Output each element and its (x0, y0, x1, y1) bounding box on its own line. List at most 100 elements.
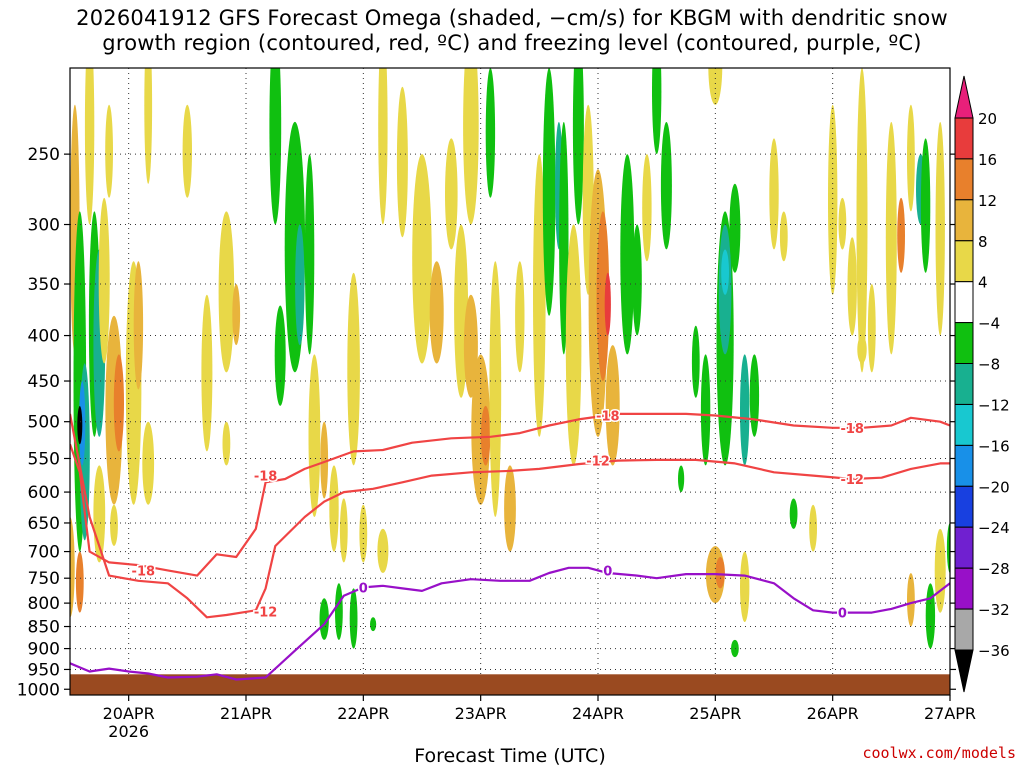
omega-cell-92 (856, 68, 868, 373)
omega-cell-30 (308, 354, 321, 517)
omega-cell-40 (370, 617, 377, 632)
colorbar-box-3 (954, 240, 974, 283)
omega-cell-67 (632, 224, 642, 336)
omega-cell-58 (559, 122, 569, 355)
x-tick-label-1: 21APR (220, 704, 272, 723)
omega-cell-23 (218, 211, 235, 373)
omega-cell-55 (533, 154, 546, 437)
omega-cell-79 (740, 354, 750, 466)
omega-cell-25 (269, 68, 282, 225)
colorbar-label-5: −4 (978, 315, 1000, 333)
y-tick-label-4: 450 (28, 372, 60, 392)
omega-cell-20 (182, 104, 192, 198)
contour-label-2-0: 0 (359, 581, 368, 596)
omega-cell-12 (70, 517, 75, 618)
omega-cell-21 (201, 294, 213, 452)
colorbar-label-0: 20 (978, 110, 997, 128)
contour-1 (70, 413, 950, 619)
omega-cell-69 (652, 68, 662, 155)
colorbar-label-8: −16 (978, 437, 1010, 455)
omega-cell-104 (857, 335, 867, 364)
omega-cell-87 (789, 498, 798, 529)
omega-cell-70 (660, 122, 672, 250)
y-tick-label-2: 350 (28, 275, 60, 295)
omega-cell-41 (378, 68, 388, 225)
grid-lines (70, 68, 950, 695)
x-axis: 20APR 21APR 22APR 23APR 24APR 25APR 26APR 27APR… (103, 695, 976, 741)
colorbar-label-6: −8 (978, 356, 1000, 374)
contour-label-0-3: -18 (840, 422, 864, 437)
omega-cell-83 (731, 639, 739, 658)
y-tick-label-9: 700 (28, 543, 60, 563)
contour-label-2-1: 0 (603, 564, 612, 579)
colorbar-box-4 (954, 281, 974, 324)
omega-cell-95 (897, 197, 905, 273)
omega-cell-90 (838, 197, 847, 250)
omega-cell-33 (339, 498, 348, 563)
colorbar-box-0 (954, 117, 974, 160)
omega-cell-94 (885, 122, 897, 355)
omega-cell-19 (110, 504, 118, 546)
y-tick-label-10: 750 (28, 569, 60, 589)
colorbar-label-7: −12 (978, 396, 1010, 414)
omega-cell-34 (347, 272, 360, 466)
omega-cell-52 (463, 68, 479, 225)
colorbar: 20 16 12 8 4 −4 −8 −12 −16 −20 −24 −28 −32 −36 (954, 75, 1010, 693)
omega-cell-47 (463, 294, 478, 398)
ground-band (70, 674, 950, 695)
omega-shading (70, 68, 950, 658)
colorbar-label-11: −28 (978, 560, 1010, 578)
y-tick-label-1: 300 (28, 216, 60, 236)
x-axis-label: Forecast Time (UTC) (414, 745, 606, 767)
contour-label-1-2: -12 (840, 473, 864, 488)
contour-label-0-0: -18 (132, 564, 156, 579)
y-tick-label-12: 850 (28, 618, 60, 638)
colorbar-label-9: −20 (978, 478, 1010, 496)
omega-cell-29 (304, 154, 315, 355)
omega-cell-82 (715, 557, 725, 589)
omega-cell-28 (295, 224, 305, 346)
x-tick-label-0: 20APR (103, 704, 155, 723)
omega-cell-44 (429, 261, 444, 364)
omega-cell-102 (925, 583, 936, 649)
omega-cell-93 (867, 284, 876, 373)
omega-cell-11 (105, 104, 113, 198)
y-axis: 2503003504004505005506006507007508008509… (17, 145, 956, 700)
omega-cell-17 (144, 68, 153, 184)
omega-cell-98 (920, 138, 931, 273)
colorbar-box-12 (954, 608, 974, 651)
omega-cell-54 (515, 261, 525, 373)
omega-cell-42 (396, 86, 408, 238)
colorbar-bottom-arrow (954, 649, 974, 693)
y-tick-label-5: 500 (28, 413, 60, 433)
omega-cell-60 (572, 68, 584, 225)
y-tick-label-3: 400 (28, 327, 60, 347)
omega-cell-66 (620, 154, 635, 355)
colorbar-label-2: 12 (978, 192, 997, 210)
omega-cell-78 (729, 183, 741, 273)
y-tick-label-6: 550 (28, 449, 60, 469)
colorbar-label-10: −24 (978, 519, 1010, 537)
omega-cell-38 (335, 583, 343, 640)
omega-cell-68 (642, 154, 652, 262)
colorbar-box-8 (954, 444, 974, 487)
omega-cell-65 (605, 345, 620, 466)
colorbar-box-7 (954, 404, 974, 446)
omega-cell-101 (907, 573, 915, 627)
y-tick-label-15: 1000 (17, 680, 60, 700)
omega-cell-96 (907, 104, 915, 212)
omega-cell-22 (222, 421, 231, 466)
omega-cell-43 (412, 154, 432, 364)
y-tick-label-11: 800 (28, 594, 60, 614)
colorbar-box-11 (954, 567, 974, 610)
colorbar-box-6 (954, 363, 974, 405)
omega-cell-18 (142, 421, 155, 505)
omega-cell-71 (678, 465, 685, 493)
omega-cell-50 (489, 261, 502, 517)
contour-2 (70, 566, 950, 681)
x-tick-label-7: 27APR (924, 704, 976, 723)
y-tick-label-14: 950 (28, 660, 60, 680)
omega-cell-59 (565, 224, 582, 466)
colorbar-label-12: −32 (978, 601, 1010, 619)
